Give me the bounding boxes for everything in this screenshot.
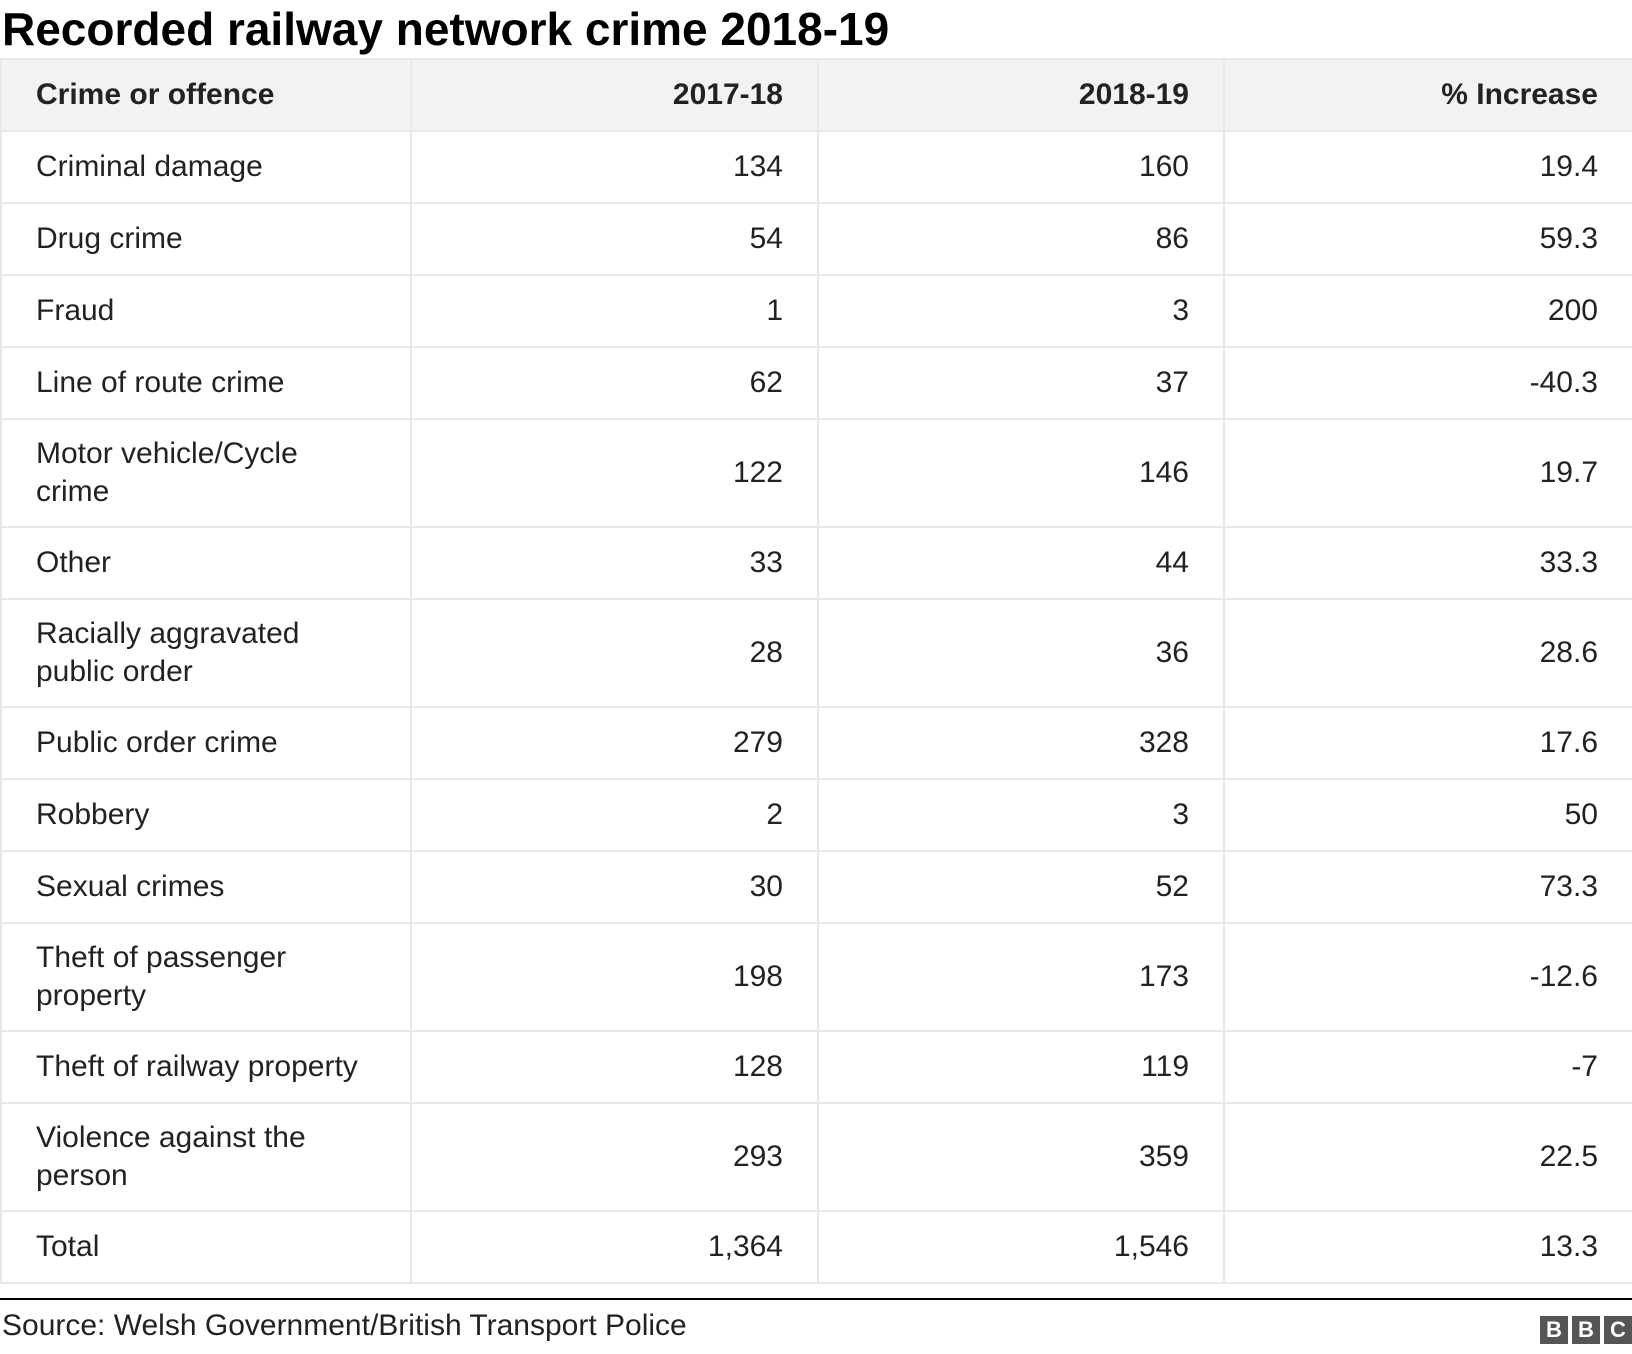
total-row: Total 1,364 1,546 13.3 [0, 1210, 1632, 1284]
cell-crime: Criminal damage [0, 130, 412, 204]
cell-crime: Robbery [0, 778, 412, 852]
cell-percent-increase: 73.3 [1223, 850, 1632, 924]
cell-2018-19: 52 [817, 850, 1225, 924]
table-row: Fraud 1 3 200 [0, 274, 1632, 348]
cell-crime: Theft of passenger property [0, 922, 412, 1032]
table-row: Robbery 2 3 50 [0, 778, 1632, 852]
cell-2018-19: 328 [817, 706, 1225, 780]
table-row: Public order crime 279 328 17.6 [0, 706, 1632, 780]
cell-2017-18: 1 [410, 274, 819, 348]
table-row: Line of route crime 62 37 -40.3 [0, 346, 1632, 420]
cell-percent-increase: 59.3 [1223, 202, 1632, 276]
table-body: Criminal damage 134 160 19.4 Drug crime 54 86 5… [0, 130, 1632, 1284]
cell-2017-18: 62 [410, 346, 819, 420]
table-row: Racially aggravated public order 28 36 28.6 [0, 598, 1632, 708]
table-row: Theft of railway property 128 119 -7 [0, 1030, 1632, 1104]
header-crime-or-offence: Crime or offence [0, 58, 412, 132]
cell-percent-increase: 50 [1223, 778, 1632, 852]
cell-2018-19: 44 [817, 526, 1225, 600]
cell-percent-increase: 22.5 [1223, 1102, 1632, 1212]
table-row: Theft of passenger property 198 173 -12.6 [0, 922, 1632, 1032]
cell-percent-increase: 28.6 [1223, 598, 1632, 708]
cell-crime: Drug crime [0, 202, 412, 276]
cell-percent-increase: 200 [1223, 274, 1632, 348]
cell-2017-18: 293 [410, 1102, 819, 1212]
cell-percent-increase: 19.7 [1223, 418, 1632, 528]
cell-2018-19: 173 [817, 922, 1225, 1032]
cell-crime: Theft of railway property [0, 1030, 412, 1104]
cell-2018-19: 3 [817, 274, 1225, 348]
cell-percent-increase: 13.3 [1223, 1210, 1632, 1284]
cell-percent-increase: 17.6 [1223, 706, 1632, 780]
cell-2017-18: 128 [410, 1030, 819, 1104]
table-row: Motor vehicle/Cycle crime 122 146 19.7 [0, 418, 1632, 528]
bbc-logo-letter: B [1572, 1316, 1600, 1344]
cell-2018-19: 359 [817, 1102, 1225, 1212]
cell-percent-increase: 33.3 [1223, 526, 1632, 600]
cell-2018-19: 160 [817, 130, 1225, 204]
crime-table: Crime or offence 2017-18 2018-19 % Incre… [0, 58, 1632, 1284]
cell-percent-increase: -7 [1223, 1030, 1632, 1104]
cell-crime: Public order crime [0, 706, 412, 780]
cell-2017-18: 134 [410, 130, 819, 204]
cell-2018-19: 1,546 [817, 1210, 1225, 1284]
footer-rule [0, 1298, 1632, 1300]
cell-2017-18: 28 [410, 598, 819, 708]
cell-percent-increase: -40.3 [1223, 346, 1632, 420]
cell-2017-18: 122 [410, 418, 819, 528]
cell-2017-18: 30 [410, 850, 819, 924]
cell-crime: Fraud [0, 274, 412, 348]
cell-2017-18: 279 [410, 706, 819, 780]
header-percent-increase: % Increase [1223, 58, 1632, 132]
table-row: Sexual crimes 30 52 73.3 [0, 850, 1632, 924]
cell-crime: Racially aggravated public order [0, 598, 412, 708]
cell-crime: Other [0, 526, 412, 600]
table-row: Other 33 44 33.3 [0, 526, 1632, 600]
cell-2018-19: 37 [817, 346, 1225, 420]
source-note: Source: Welsh Government/British Transpo… [2, 1309, 687, 1342]
header-2017-18: 2017-18 [410, 58, 819, 132]
cell-percent-increase: 19.4 [1223, 130, 1632, 204]
table-header: Crime or offence 2017-18 2018-19 % Incre… [0, 58, 1632, 132]
bbc-logo: B B C [1540, 1316, 1632, 1344]
cell-2018-19: 86 [817, 202, 1225, 276]
chart-title: Recorded railway network crime 2018-19 [2, 3, 890, 55]
bbc-logo-letter: C [1604, 1316, 1632, 1344]
cell-2017-18: 54 [410, 202, 819, 276]
cell-crime: Violence against the person [0, 1102, 412, 1212]
cell-2017-18: 2 [410, 778, 819, 852]
cell-crime: Motor vehicle/Cycle crime [0, 418, 412, 528]
cell-crime: Total [0, 1210, 412, 1284]
table-row: Violence against the person 293 359 22.5 [0, 1102, 1632, 1212]
header-2018-19: 2018-19 [817, 58, 1225, 132]
cell-percent-increase: -12.6 [1223, 922, 1632, 1032]
cell-2018-19: 119 [817, 1030, 1225, 1104]
cell-2018-19: 3 [817, 778, 1225, 852]
cell-crime: Sexual crimes [0, 850, 412, 924]
bbc-logo-letter: B [1540, 1316, 1568, 1344]
header-row: Crime or offence 2017-18 2018-19 % Incre… [0, 58, 1632, 132]
cell-crime: Line of route crime [0, 346, 412, 420]
cell-2018-19: 146 [817, 418, 1225, 528]
table-row: Criminal damage 134 160 19.4 [0, 130, 1632, 204]
cell-2017-18: 1,364 [410, 1210, 819, 1284]
table-row: Drug crime 54 86 59.3 [0, 202, 1632, 276]
cell-2017-18: 33 [410, 526, 819, 600]
cell-2017-18: 198 [410, 922, 819, 1032]
cell-2018-19: 36 [817, 598, 1225, 708]
